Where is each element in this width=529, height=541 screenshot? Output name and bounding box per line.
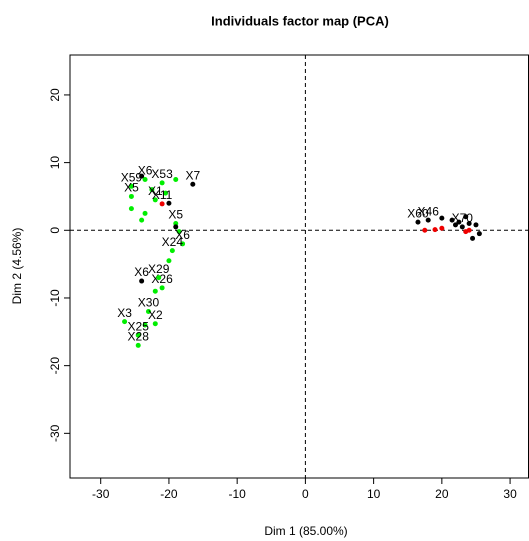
point-label: X53 <box>151 167 173 181</box>
point <box>145 309 151 315</box>
y-axis-label: Dim 2 (4.56%) <box>10 228 24 305</box>
point <box>466 221 472 227</box>
x-tick-label: -10 <box>228 487 246 501</box>
point-label: X3 <box>117 306 132 320</box>
point-label: X6 <box>134 265 149 279</box>
y-tick-label: -20 <box>48 357 62 375</box>
point <box>159 201 165 207</box>
point-label: X30 <box>138 296 160 310</box>
point <box>166 200 172 206</box>
y-tick-label: 10 <box>48 156 62 170</box>
point-label: X2 <box>148 308 163 322</box>
point <box>152 288 158 294</box>
point <box>135 342 141 348</box>
point <box>466 227 472 233</box>
point <box>128 193 134 199</box>
point-label: X5 <box>168 208 183 222</box>
point <box>169 248 175 254</box>
point <box>149 187 155 193</box>
point-label: X11 <box>152 188 173 202</box>
chart-title: Individuals factor map (PCA) <box>211 13 389 28</box>
y-tick-label: 0 <box>48 227 62 234</box>
point <box>142 210 148 216</box>
point <box>476 231 482 237</box>
point-label: X26 <box>151 272 173 286</box>
point <box>470 235 476 241</box>
point <box>128 183 134 189</box>
point <box>142 322 148 328</box>
point <box>176 229 182 235</box>
point-label: X1 <box>148 184 163 198</box>
point <box>139 217 145 223</box>
point <box>156 275 162 281</box>
point <box>166 258 172 264</box>
point-label: X46 <box>418 204 440 218</box>
point <box>139 173 145 179</box>
point-label: X29 <box>148 262 170 276</box>
point <box>122 319 128 325</box>
point-label: X7 <box>185 168 200 182</box>
point <box>180 241 186 247</box>
point <box>425 217 431 223</box>
x-tick-label: 20 <box>435 487 449 501</box>
point-label: X25 <box>128 319 150 333</box>
point <box>173 177 179 183</box>
point-label: X28 <box>128 330 150 344</box>
point <box>152 197 158 203</box>
point <box>456 219 462 225</box>
point <box>449 217 455 223</box>
x-tick-label: 0 <box>302 487 309 501</box>
x-tick-label: -30 <box>92 487 110 501</box>
point-label: X24 <box>162 235 184 249</box>
point <box>473 222 479 228</box>
point-label: X59 <box>121 170 143 184</box>
point <box>190 181 196 187</box>
x-tick-label: 30 <box>503 487 517 501</box>
point <box>142 177 148 183</box>
point <box>415 219 421 225</box>
point <box>452 222 458 228</box>
point <box>432 227 438 233</box>
x-tick-label: -20 <box>160 487 178 501</box>
y-tick-label: -10 <box>48 289 62 307</box>
point <box>422 227 428 233</box>
point-label: X5 <box>124 181 139 195</box>
point-label: X60 <box>407 206 429 220</box>
point <box>139 278 145 284</box>
point-label: X6 <box>175 228 190 242</box>
point <box>159 285 165 291</box>
x-axis-label: Dim 1 (85.00%) <box>264 524 347 538</box>
x-tick-label: 10 <box>367 487 381 501</box>
point <box>173 224 179 230</box>
y-tick-label: 20 <box>48 88 62 102</box>
point <box>439 215 445 221</box>
point <box>439 225 445 231</box>
point <box>159 180 165 186</box>
y-tick-label: -30 <box>48 424 62 442</box>
point <box>459 224 465 230</box>
point <box>163 190 169 196</box>
point <box>152 321 158 327</box>
point <box>128 206 134 212</box>
point <box>135 332 141 338</box>
point <box>463 214 469 220</box>
